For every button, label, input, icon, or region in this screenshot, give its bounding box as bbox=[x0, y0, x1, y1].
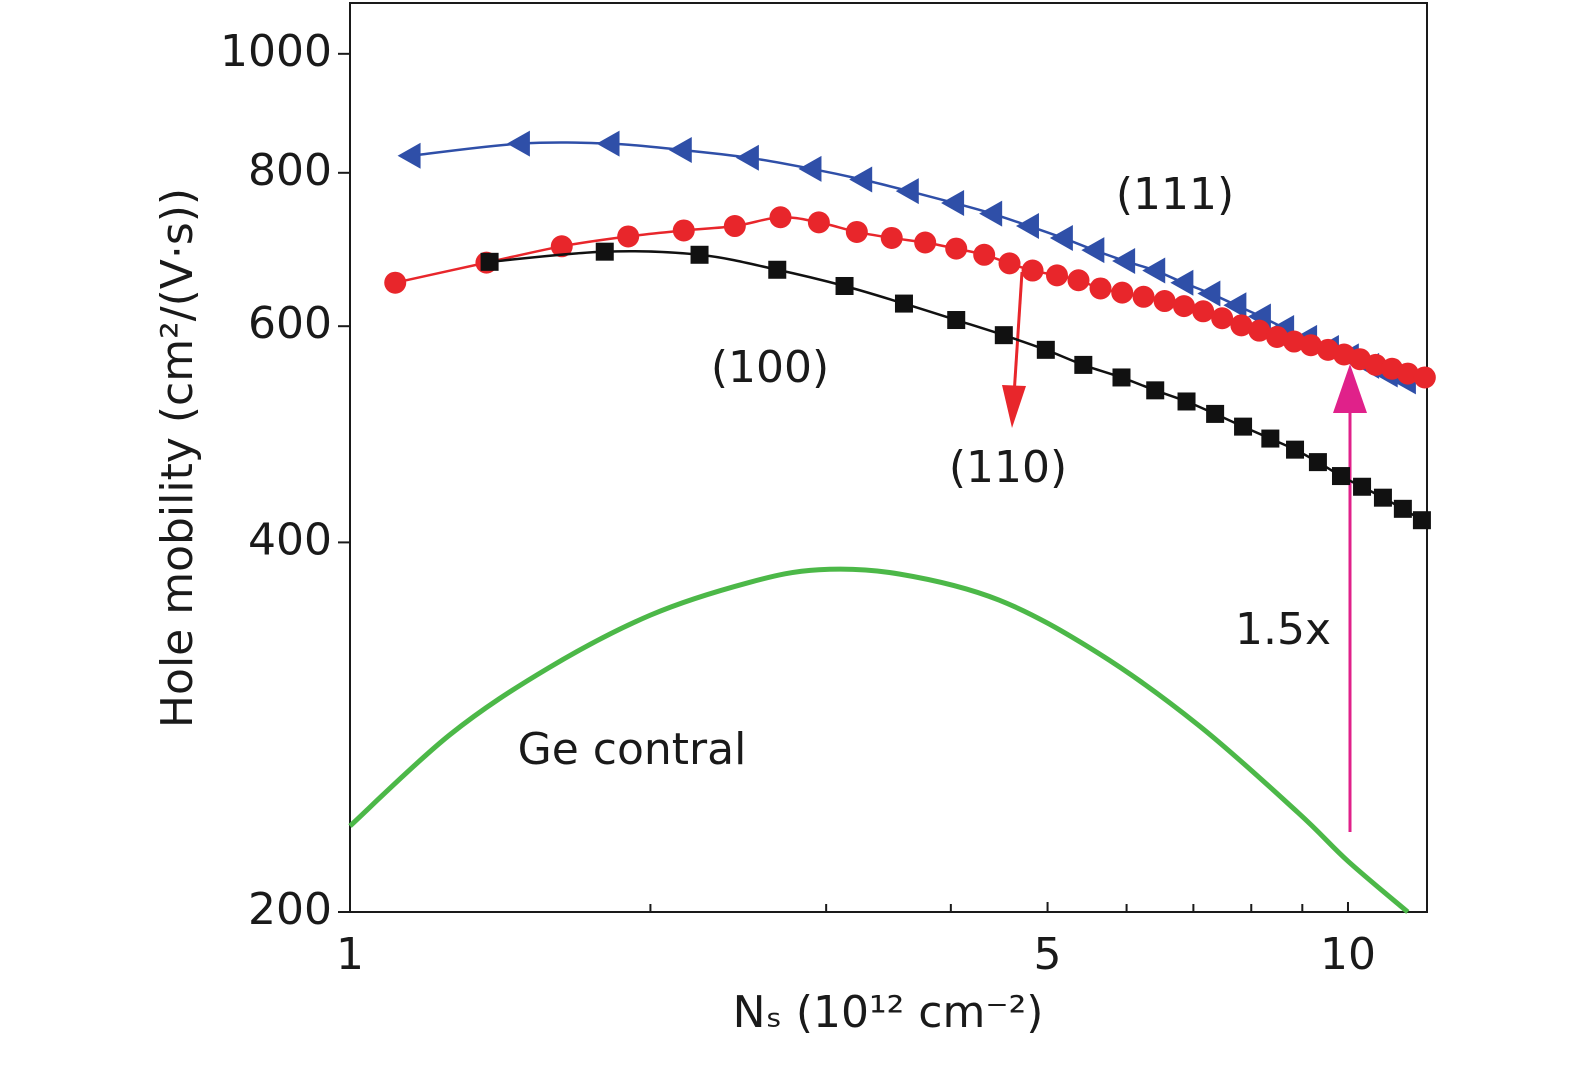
marker bbox=[1089, 277, 1112, 300]
marker bbox=[1049, 224, 1073, 251]
marker bbox=[1283, 330, 1306, 353]
marker bbox=[947, 311, 966, 330]
marker bbox=[998, 252, 1021, 275]
marker bbox=[1413, 366, 1436, 389]
marker bbox=[914, 231, 937, 254]
marker bbox=[1211, 307, 1234, 330]
x-tick-label: 10 bbox=[1320, 929, 1376, 980]
marker bbox=[1045, 264, 1068, 287]
marker bbox=[1015, 213, 1039, 240]
series-line bbox=[348, 566, 1410, 914]
magenta-arrow bbox=[1333, 364, 1367, 832]
marker bbox=[723, 215, 746, 238]
y-tick-label: 600 bbox=[248, 298, 332, 349]
marker bbox=[1173, 295, 1196, 318]
marker bbox=[1132, 285, 1155, 308]
y-tick-label: 1000 bbox=[220, 26, 332, 77]
series-label: (111) bbox=[1116, 169, 1234, 220]
marker bbox=[835, 276, 854, 295]
plot-frame bbox=[349, 2, 1428, 913]
marker bbox=[1146, 381, 1165, 400]
marker bbox=[1248, 319, 1271, 342]
marker bbox=[880, 226, 903, 249]
annotation: 1.5x bbox=[1235, 604, 1331, 655]
marker bbox=[894, 294, 913, 313]
marker bbox=[1331, 467, 1350, 486]
series bbox=[348, 566, 1410, 914]
red-arrow bbox=[1002, 271, 1026, 428]
marker bbox=[735, 144, 759, 171]
marker bbox=[1234, 417, 1253, 436]
marker bbox=[1081, 237, 1105, 264]
marker bbox=[1067, 269, 1090, 292]
marker bbox=[973, 243, 996, 266]
marker bbox=[1111, 281, 1134, 304]
series bbox=[397, 130, 1416, 395]
y-tick-label: 800 bbox=[248, 145, 332, 196]
series bbox=[480, 242, 1431, 530]
marker bbox=[596, 130, 620, 157]
marker bbox=[1308, 453, 1327, 472]
x-axis-label: Nₛ (10¹² cm⁻²) bbox=[733, 987, 1044, 1038]
y-tick-label: 200 bbox=[248, 884, 332, 935]
marker bbox=[1286, 440, 1305, 459]
marker bbox=[690, 245, 709, 264]
series-label: Ge contral bbox=[518, 724, 747, 775]
series-label: (100) bbox=[711, 342, 829, 393]
x-tick-label: 5 bbox=[1034, 929, 1062, 980]
marker bbox=[1373, 488, 1392, 507]
marker bbox=[672, 219, 695, 242]
marker bbox=[1393, 499, 1412, 518]
marker bbox=[849, 166, 873, 193]
marker bbox=[1177, 392, 1196, 411]
marker bbox=[768, 260, 787, 279]
marker bbox=[979, 200, 1003, 227]
marker bbox=[945, 237, 968, 260]
series bbox=[384, 206, 1436, 389]
marker bbox=[617, 225, 640, 248]
x-tick-label: 1 bbox=[336, 929, 364, 980]
marker bbox=[1112, 248, 1136, 275]
marker bbox=[1197, 280, 1221, 307]
marker bbox=[895, 178, 919, 205]
marker bbox=[941, 189, 965, 216]
marker bbox=[1112, 368, 1131, 387]
y-tick-label: 400 bbox=[248, 514, 332, 565]
marker bbox=[1170, 269, 1194, 296]
marker bbox=[845, 220, 868, 243]
marker bbox=[1036, 340, 1055, 359]
marker bbox=[994, 326, 1013, 345]
marker bbox=[668, 136, 692, 163]
series-line bbox=[410, 141, 1407, 383]
marker bbox=[807, 211, 830, 234]
marker bbox=[550, 235, 573, 258]
marker bbox=[480, 252, 499, 271]
marker bbox=[1266, 325, 1289, 348]
marker bbox=[769, 206, 792, 229]
marker bbox=[1396, 362, 1419, 385]
marker bbox=[1206, 404, 1225, 423]
marker bbox=[1192, 300, 1215, 323]
marker bbox=[798, 155, 822, 182]
marker bbox=[595, 242, 614, 261]
marker bbox=[1074, 355, 1093, 374]
marker bbox=[1261, 429, 1280, 448]
marker bbox=[1299, 334, 1322, 357]
marker bbox=[506, 130, 530, 157]
marker bbox=[1230, 314, 1253, 337]
marker bbox=[1223, 292, 1247, 319]
marker bbox=[1142, 257, 1166, 284]
marker bbox=[1412, 511, 1431, 530]
marker bbox=[384, 271, 407, 294]
marker bbox=[1021, 259, 1044, 282]
marker bbox=[397, 142, 421, 169]
y-axis-label: Hole mobility (cm²/(V·s)) bbox=[152, 188, 203, 728]
marker bbox=[1153, 290, 1176, 313]
marker bbox=[1353, 477, 1372, 496]
series-label: (110) bbox=[949, 442, 1067, 493]
